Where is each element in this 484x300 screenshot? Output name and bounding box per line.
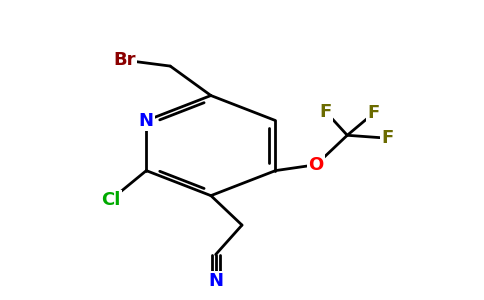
Text: N: N [139, 112, 154, 130]
Text: O: O [308, 156, 324, 174]
Text: F: F [382, 129, 394, 147]
Text: F: F [367, 104, 379, 122]
Text: N: N [208, 272, 223, 290]
Text: Cl: Cl [101, 191, 120, 209]
Text: Br: Br [114, 51, 136, 69]
Text: F: F [319, 103, 332, 121]
